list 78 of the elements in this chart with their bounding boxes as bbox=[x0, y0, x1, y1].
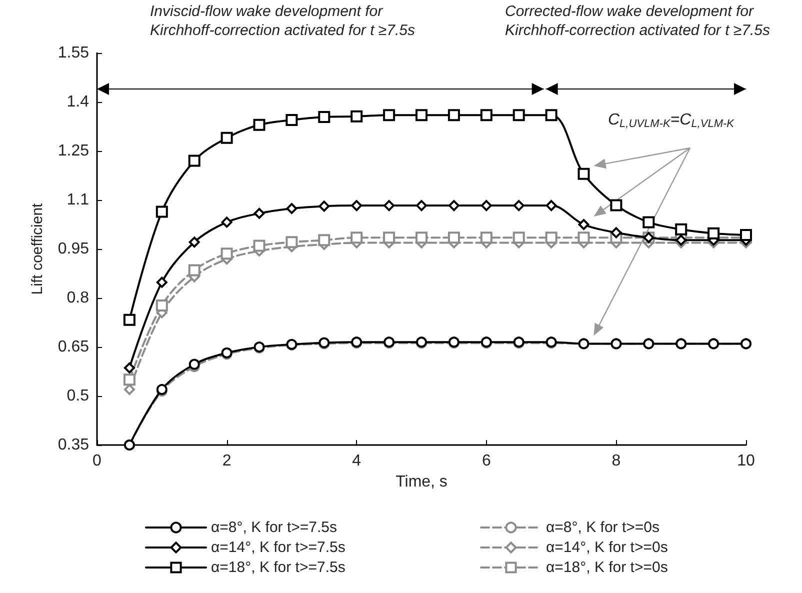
point bbox=[416, 232, 428, 244]
legend-label: α=18°, K for t>=7.5s bbox=[211, 559, 346, 576]
point bbox=[318, 111, 330, 124]
point bbox=[123, 314, 136, 326]
point bbox=[480, 109, 492, 122]
y-axis-title: Lift coefficient bbox=[29, 202, 46, 295]
point bbox=[512, 109, 525, 122]
point bbox=[286, 202, 298, 214]
point bbox=[383, 232, 396, 244]
point bbox=[351, 200, 362, 212]
point bbox=[545, 232, 558, 244]
x-tick-label: 0 bbox=[92, 452, 102, 470]
point bbox=[220, 248, 233, 260]
point bbox=[156, 276, 168, 288]
point bbox=[220, 132, 233, 144]
point bbox=[188, 264, 200, 276]
point bbox=[318, 234, 330, 246]
legend-label: α=14°, K for t>=0s bbox=[546, 539, 668, 556]
point bbox=[253, 240, 266, 252]
point bbox=[318, 200, 330, 212]
point bbox=[253, 118, 266, 131]
point bbox=[188, 236, 200, 248]
point bbox=[156, 206, 168, 218]
point bbox=[286, 236, 298, 248]
y-tick-label: 0.95 bbox=[58, 240, 90, 258]
legend-label: α=14°, K for t>=7.5s bbox=[211, 539, 346, 556]
point bbox=[545, 109, 558, 122]
point bbox=[188, 154, 200, 167]
point bbox=[513, 200, 524, 212]
text: Corrected-flow wake development for Kirchhoff-correction activated for t ≥7.5s bbox=[505, 3, 771, 39]
point bbox=[286, 114, 298, 126]
point bbox=[254, 208, 265, 219]
legend-label: α=8°, K for t>=7.5s bbox=[211, 519, 337, 536]
point bbox=[156, 300, 168, 312]
point bbox=[610, 227, 622, 238]
point bbox=[384, 200, 395, 212]
point bbox=[350, 110, 363, 122]
point bbox=[448, 232, 460, 244]
point bbox=[350, 232, 363, 244]
x-tick-label: 6 bbox=[482, 452, 491, 470]
point bbox=[188, 358, 200, 370]
point bbox=[124, 362, 135, 374]
point bbox=[416, 109, 428, 122]
point bbox=[708, 227, 720, 240]
point bbox=[546, 200, 557, 212]
y-tick-label: 0.8 bbox=[66, 290, 90, 306]
point bbox=[578, 232, 590, 244]
point bbox=[676, 234, 687, 246]
point bbox=[578, 168, 590, 180]
x-tick-label: 2 bbox=[222, 452, 232, 470]
point bbox=[480, 200, 492, 212]
legend-label: α=8°, K for t>=0s bbox=[546, 519, 660, 536]
point bbox=[383, 109, 396, 122]
x-tick-label: 10 bbox=[737, 452, 755, 470]
y-tick-label: 1.4 bbox=[66, 94, 90, 110]
point bbox=[123, 374, 136, 386]
y-tick-label: 0.65 bbox=[58, 338, 90, 356]
point bbox=[740, 228, 752, 241]
point bbox=[448, 200, 460, 212]
point bbox=[675, 223, 688, 236]
point bbox=[416, 200, 427, 212]
text: Inviscid-flow wake development for Kirchhoff-correction activated for t ≥7.5s bbox=[150, 3, 416, 39]
point bbox=[512, 232, 525, 244]
point bbox=[610, 199, 622, 212]
x-tick-label: 4 bbox=[352, 452, 362, 470]
x-tick-label: 8 bbox=[612, 452, 621, 470]
y-tick-label: 0.5 bbox=[66, 388, 90, 404]
legend-label: α=18°, K for t>=0s bbox=[546, 559, 668, 576]
point bbox=[448, 109, 460, 122]
y-tick-label: 1.55 bbox=[58, 44, 90, 62]
point bbox=[221, 216, 232, 228]
point bbox=[578, 219, 590, 230]
point bbox=[642, 216, 655, 228]
y-tick-label: 0.35 bbox=[58, 436, 90, 454]
point bbox=[480, 232, 492, 244]
x-axis-title: Time, s bbox=[396, 473, 448, 490]
y-tick-label: 1.25 bbox=[58, 142, 90, 160]
y-tick-label: 1.1 bbox=[66, 192, 90, 208]
